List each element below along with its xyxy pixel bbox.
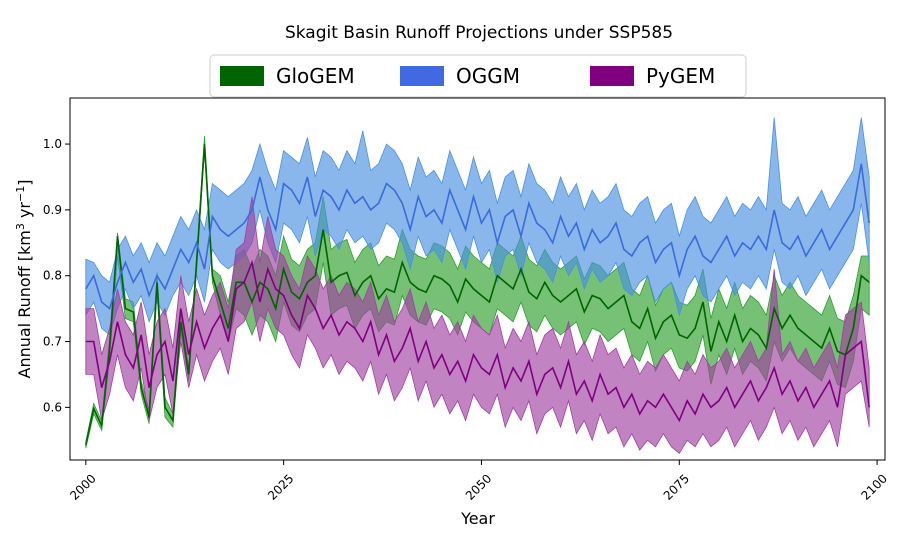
y-tick-label: 1.0 xyxy=(43,137,62,151)
x-tick-label: 2100 xyxy=(859,471,890,502)
legend-label-glogem: GloGEM xyxy=(276,64,355,88)
legend: GloGEM OGGM PyGEM xyxy=(209,54,747,98)
y-tick-label: 0.8 xyxy=(43,269,62,283)
legend-frame xyxy=(209,54,747,98)
y-axis-label-base: Annual Runoff [km xyxy=(15,230,34,378)
oggm-line xyxy=(85,163,870,310)
x-tick-label: 2075 xyxy=(661,471,692,502)
legend-swatch-oggm xyxy=(400,66,444,86)
y-axis-label: Annual Runoff [km3 yr−1] xyxy=(14,180,34,379)
series-lines xyxy=(85,144,870,446)
y-tick-label: 0.9 xyxy=(43,203,62,217)
plot-area xyxy=(69,97,886,461)
y-axis-label-sup2: −1 xyxy=(14,186,27,202)
y-axis-label-end: ] xyxy=(15,180,34,186)
y-axis-label-sup1: 3 xyxy=(14,223,27,230)
y-axis: 0.6 0.7 0.8 0.9 1.0 xyxy=(43,137,70,414)
x-axis-label: Year xyxy=(460,509,495,528)
oggm-band xyxy=(85,117,870,336)
glogem-line xyxy=(85,144,870,446)
x-tick-label: 2025 xyxy=(265,471,296,502)
x-tick-label: 2050 xyxy=(463,471,494,502)
y-axis-label-mid: yr xyxy=(15,202,34,224)
x-tick-label: 2000 xyxy=(67,471,98,502)
legend-swatch-glogem xyxy=(220,66,264,86)
legend-label-pygem: PyGEM xyxy=(646,64,715,88)
legend-label-oggm: OGGM xyxy=(456,64,520,88)
pygem-line xyxy=(85,259,870,423)
chart-title: Skagit Basin Runoff Projections under SS… xyxy=(285,23,673,43)
x-axis: 2000 2025 2050 2075 2100 xyxy=(67,460,890,503)
pygem-band xyxy=(85,196,870,455)
y-tick-label: 0.7 xyxy=(43,335,62,349)
plot-frame xyxy=(69,97,886,461)
legend-swatch-pygem xyxy=(590,66,634,86)
y-tick-label: 0.6 xyxy=(43,400,62,414)
